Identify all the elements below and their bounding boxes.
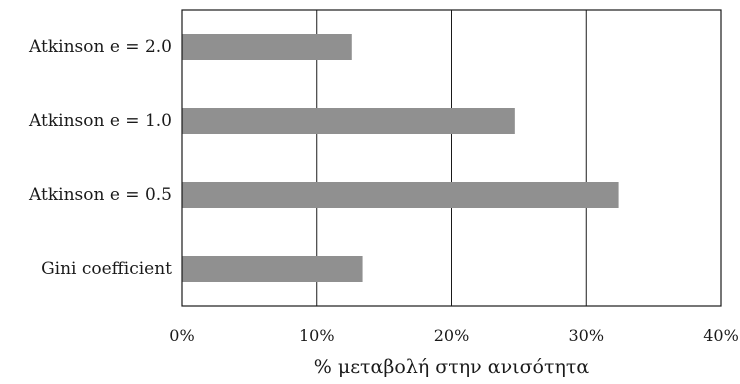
category-label-layer: Atkinson e = 2.0 Atkinson e = 1.0 Atkinson… (28, 37, 172, 279)
x-tick-label-1: 10% (299, 326, 335, 345)
bar-1 (182, 108, 515, 134)
category-label-3: Gini coefficient (41, 259, 172, 279)
tick-label-layer: 0% 10% 20% 30% 40% (169, 326, 738, 345)
bar-0 (182, 34, 352, 60)
x-tick-label-4: 40% (703, 326, 739, 345)
x-tick-label-2: 20% (434, 326, 470, 345)
bar-layer (182, 34, 619, 282)
bar-2 (182, 182, 619, 208)
bar-3 (182, 256, 363, 282)
plot-frame (181, 9, 722, 307)
x-axis-title: % μεταβολή στην ανισότητα (314, 356, 590, 378)
x-tick-label-3: 30% (568, 326, 604, 345)
x-tick-label-0: 0% (169, 326, 194, 345)
category-label-0: Atkinson e = 2.0 (28, 37, 172, 57)
category-label-2: Atkinson e = 0.5 (28, 185, 172, 205)
category-label-1: Atkinson e = 1.0 (28, 111, 172, 131)
